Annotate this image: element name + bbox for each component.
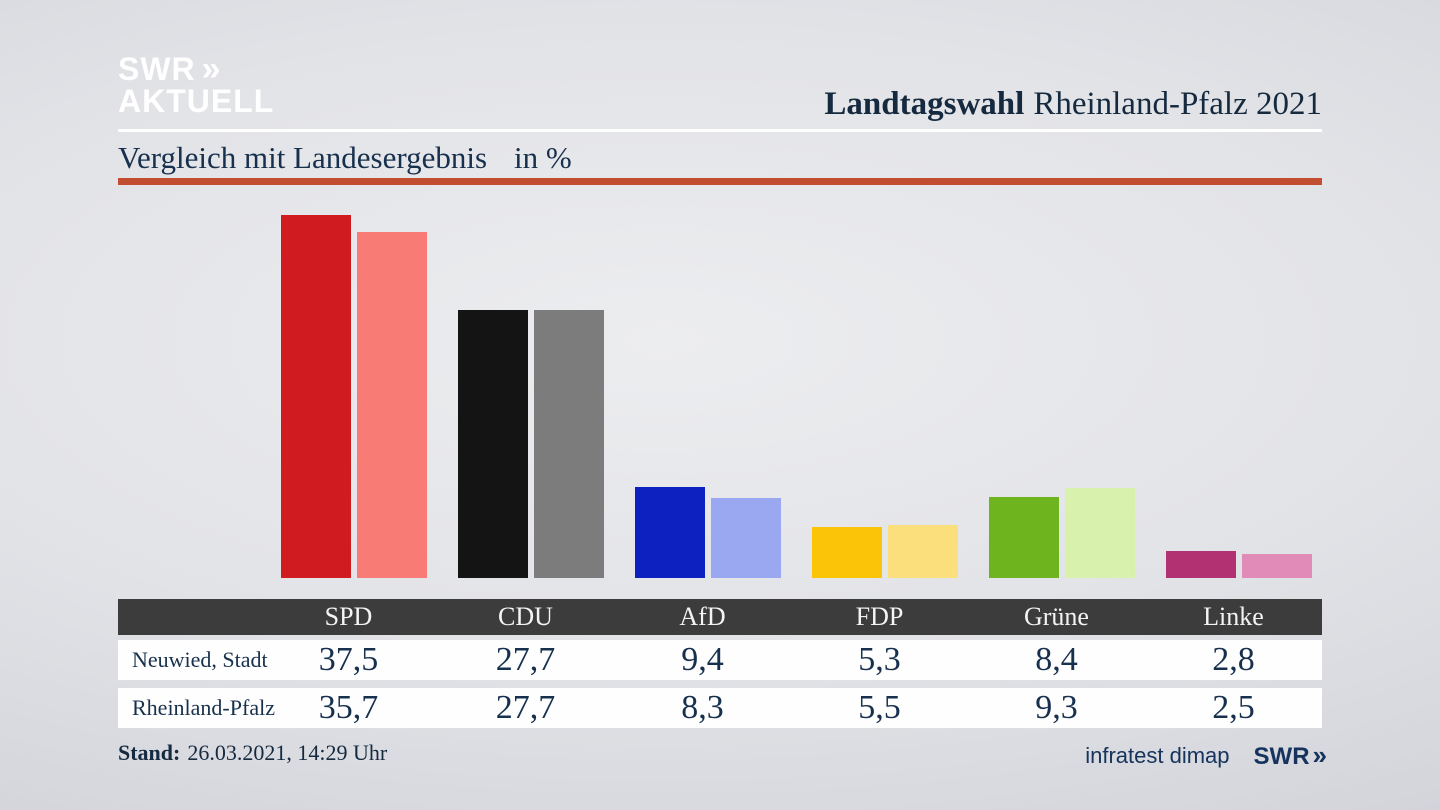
bar-afd-land	[711, 498, 781, 578]
value-rlp-afd: 8,3	[681, 689, 724, 726]
table-header-row: SPD CDU AfD FDP Grüne Linke	[118, 599, 1322, 635]
swr-logo-text: SWR	[118, 51, 196, 87]
chart-title-text: Vergleich mit Landesergebnis	[118, 140, 488, 175]
bar-linke-land	[1242, 554, 1312, 578]
value-neuwied-gruene: 8,4	[1035, 641, 1078, 678]
bar-linke-neuwied	[1166, 551, 1236, 578]
bar-fdp-land	[888, 525, 958, 578]
row-label-neuwied: Neuwied, Stadt	[132, 647, 268, 672]
accent-divider	[118, 178, 1322, 185]
bar-spd-land	[357, 232, 427, 578]
timestamp-label: Stand:	[118, 740, 181, 765]
swr-aktuell-logo: SWR» AKTUELL	[118, 51, 274, 117]
value-neuwied-spd: 37,5	[318, 641, 379, 678]
value-neuwied-linke: 2,8	[1212, 641, 1255, 678]
value-neuwied-afd: 9,4	[681, 641, 724, 678]
bar-cdu-neuwied	[458, 310, 528, 578]
value-rlp-fdp: 5,5	[858, 689, 901, 726]
bar-spd-neuwied	[281, 215, 351, 578]
aktuell-logo-text: AKTUELL	[118, 83, 275, 119]
timestamp-value: 26.03.2021, 14:29 Uhr	[187, 740, 388, 765]
swr-logo-line2: AKTUELL	[118, 85, 274, 117]
column-header-gruene: Grüne	[1024, 602, 1089, 631]
header-divider	[118, 129, 1322, 132]
swr-logo-line1: SWR»	[118, 51, 274, 87]
bar-cdu-land	[534, 310, 604, 578]
chart-unit-label: in %	[514, 140, 572, 175]
value-rlp-linke: 2,5	[1212, 689, 1255, 726]
value-neuwied-fdp: 5,3	[858, 641, 901, 678]
column-header-fdp: FDP	[855, 602, 904, 631]
row-label-rheinland-pfalz: Rheinland-Pfalz	[132, 695, 275, 720]
swr-logo-small: SWR»	[1253, 740, 1328, 771]
column-header-spd: SPD	[324, 602, 373, 631]
column-header-afd: AfD	[679, 602, 726, 631]
value-rlp-cdu: 27,7	[495, 689, 556, 726]
chart-title: Vergleich mit Landesergebnis in %	[118, 140, 572, 176]
table-row-rheinland-pfalz: Rheinland-Pfalz 35,7 27,7 8,3 5,5 9,3 2,…	[118, 688, 1322, 728]
timestamp: Stand: 26.03.2021, 14:29 Uhr	[118, 740, 387, 766]
table-row-neuwied: Neuwied, Stadt 37,5 27,7 9,4 5,3 8,4 2,8	[118, 640, 1322, 680]
bar-gruene-land	[1065, 488, 1135, 578]
bar-chart	[281, 215, 1312, 578]
value-neuwied-cdu: 27,7	[495, 641, 556, 678]
column-header-cdu: CDU	[498, 602, 553, 631]
swr-logo-small-text: SWR	[1253, 743, 1310, 770]
column-header-linke: Linke	[1203, 602, 1264, 631]
bar-gruene-neuwied	[989, 497, 1059, 578]
value-rlp-gruene: 9,3	[1035, 689, 1078, 726]
bar-fdp-neuwied	[812, 527, 882, 578]
page-title: Landtagswahl Rheinland-Pfalz 2021	[824, 86, 1322, 123]
source-attribution: infratest dimap SWR»	[1085, 740, 1328, 771]
chevrons-small-icon: »	[1312, 740, 1328, 770]
page-title-regular: Rheinland-Pfalz 2021	[1033, 86, 1322, 122]
page-title-bold: Landtagswahl	[824, 86, 1025, 122]
source-infratest-dimap: infratest dimap	[1085, 742, 1230, 768]
results-table: SPD CDU AfD FDP Grüne Linke Neuwied, Sta…	[118, 599, 1322, 728]
bar-afd-neuwied	[635, 487, 705, 578]
value-rlp-spd: 35,7	[318, 689, 379, 726]
